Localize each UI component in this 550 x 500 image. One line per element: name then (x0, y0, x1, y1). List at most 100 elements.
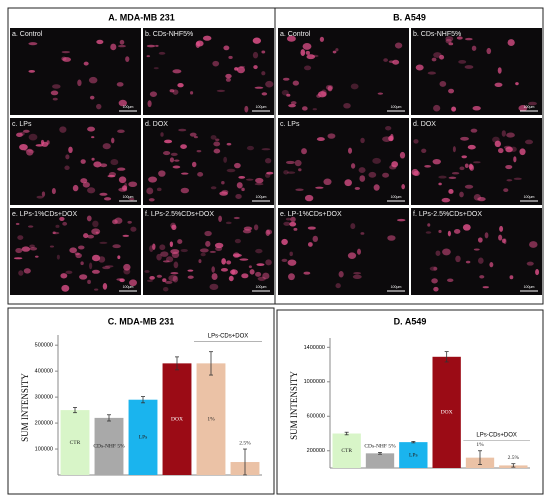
cell (290, 216, 296, 223)
cell (87, 279, 91, 284)
cell (116, 278, 124, 281)
chart-title: C. MDA-MB 231 (108, 316, 175, 326)
cell (111, 137, 115, 144)
panel-title: A. MDA-MB 231 (108, 12, 175, 22)
cell (236, 66, 246, 74)
y-tick-label: 1400000 (304, 345, 325, 351)
cell (235, 193, 242, 200)
cell (501, 238, 506, 244)
cell (319, 36, 325, 42)
cell (214, 242, 224, 249)
cell (146, 44, 156, 48)
cell (448, 176, 457, 180)
cell (172, 69, 182, 74)
cell (486, 47, 492, 55)
cell (394, 42, 403, 49)
bar (196, 363, 226, 475)
cell (294, 159, 302, 167)
cell (197, 172, 204, 177)
scale-bar-label: 100μm (524, 195, 535, 199)
cell (238, 175, 246, 179)
cell (234, 238, 241, 244)
cell (492, 136, 500, 143)
cell (335, 283, 341, 289)
cell (307, 242, 313, 247)
cell (482, 286, 490, 289)
cell (36, 195, 44, 199)
cell (149, 91, 158, 97)
cell (64, 165, 70, 171)
panel-title: B. A549 (393, 12, 426, 22)
micrograph (411, 28, 542, 115)
cell (255, 248, 263, 254)
cell (427, 71, 436, 75)
cell (19, 131, 25, 136)
cell (285, 217, 292, 221)
cell (59, 126, 67, 133)
cell (526, 261, 534, 266)
cell (34, 255, 39, 258)
cell (158, 51, 166, 55)
cell (209, 250, 217, 253)
cell (160, 251, 169, 257)
cell (79, 274, 88, 280)
image-label: f. LPs-2.5%CDs+DOX (145, 211, 214, 218)
bar (94, 417, 124, 475)
cell (477, 237, 483, 243)
cell (93, 161, 102, 168)
cell (236, 182, 243, 189)
cell (396, 218, 406, 222)
cell (472, 106, 481, 111)
cell (60, 273, 68, 279)
cell (461, 155, 468, 159)
cell (50, 90, 59, 96)
cell (389, 164, 397, 170)
cell (448, 189, 454, 194)
cell (61, 56, 67, 61)
cell (282, 77, 290, 81)
cell (289, 221, 297, 227)
cell (477, 257, 484, 264)
cell (383, 58, 388, 62)
cell (28, 133, 38, 141)
cell (28, 42, 38, 46)
cell (72, 184, 79, 192)
cell (286, 93, 291, 97)
cell (40, 139, 45, 145)
cell (61, 284, 70, 292)
image-label: b. CDs-NHF5% (145, 31, 193, 38)
cell (80, 159, 86, 164)
cell (252, 51, 259, 59)
cell (535, 269, 540, 276)
cell (256, 263, 265, 266)
image-label: d. DOX (413, 121, 436, 128)
bar-label: DOX (441, 410, 453, 416)
micrograph (143, 118, 274, 205)
cell (129, 279, 137, 287)
cell (431, 278, 438, 284)
cell (22, 129, 30, 133)
cell (287, 259, 297, 266)
cell (513, 177, 522, 180)
cell (96, 39, 104, 45)
cell (144, 270, 150, 273)
cell (170, 152, 178, 156)
cell (303, 271, 311, 275)
image-label: a. Control (12, 31, 43, 38)
cell (169, 157, 175, 163)
cell (473, 248, 480, 251)
cell (152, 243, 156, 250)
cell (505, 164, 513, 170)
micrograph (278, 118, 409, 205)
cell (35, 144, 44, 147)
cell (233, 216, 240, 220)
cell (88, 76, 98, 84)
cell (343, 102, 351, 109)
cell (304, 194, 314, 202)
cell (293, 227, 298, 231)
bar (399, 442, 428, 468)
cell (89, 95, 95, 100)
cell (459, 166, 465, 171)
cell (350, 223, 356, 230)
cell (221, 258, 227, 265)
